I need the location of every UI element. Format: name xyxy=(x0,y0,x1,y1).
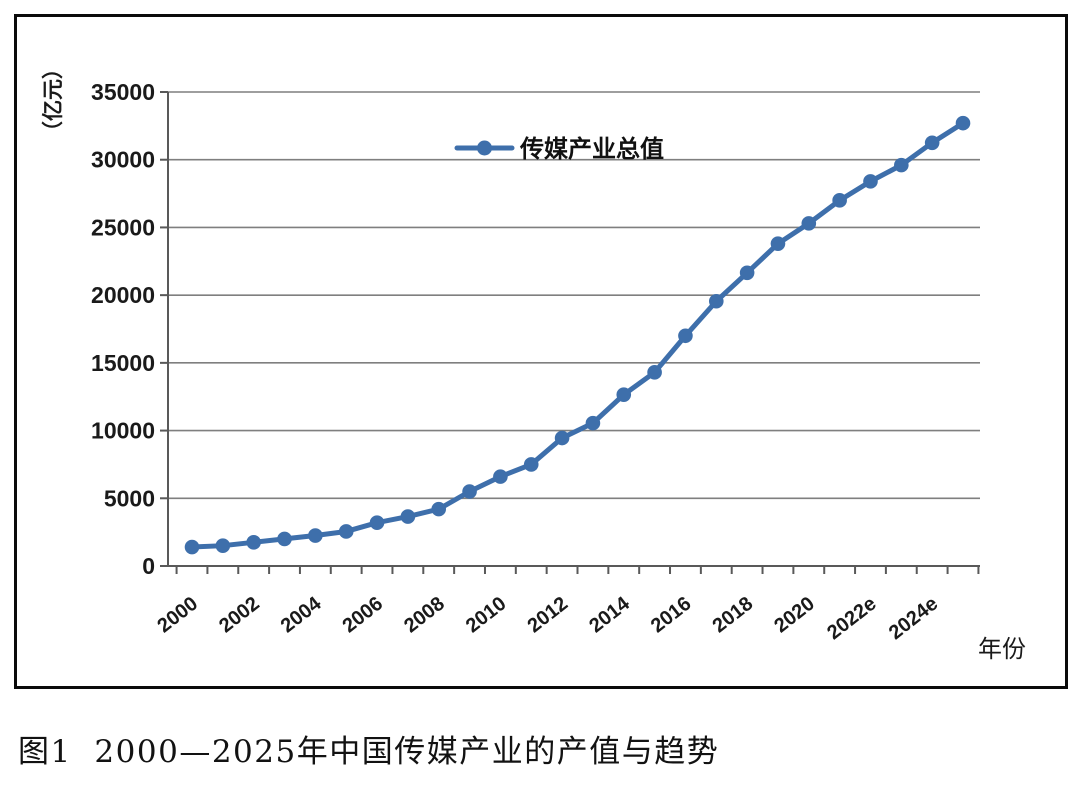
data-point xyxy=(894,157,909,173)
data-point xyxy=(308,528,323,543)
x-axis-title: 年份 xyxy=(978,635,1026,663)
x-tick-label: 2018 xyxy=(709,593,758,638)
series-line xyxy=(189,120,966,550)
data-point xyxy=(708,293,724,309)
figure-caption: 图1 2000—2025年中国传媒产业的产值与趋势 xyxy=(18,734,720,770)
data-point xyxy=(338,524,354,539)
x-tick-label: 2022e xyxy=(823,593,880,645)
data-point xyxy=(523,457,539,472)
data-point xyxy=(400,509,416,524)
x-tick-label: 2008 xyxy=(400,593,449,638)
x-tick-label: 2004 xyxy=(277,592,326,637)
x-tick-label: 2024e xyxy=(885,593,942,645)
data-point xyxy=(215,538,231,553)
data-point xyxy=(832,193,847,208)
legend-marker xyxy=(477,140,492,156)
y-tick-label: 25000 xyxy=(91,214,155,240)
data-point xyxy=(277,531,292,547)
y-tick-label: 0 xyxy=(142,553,155,579)
data-point xyxy=(647,365,662,380)
data-point xyxy=(739,265,755,281)
data-point xyxy=(585,415,601,431)
data-point xyxy=(924,135,940,151)
y-tick-label: 20000 xyxy=(91,282,155,308)
data-point xyxy=(770,236,786,251)
data-point xyxy=(678,328,693,344)
y-tick-label: 10000 xyxy=(91,418,155,444)
data-point xyxy=(246,535,261,550)
data-point xyxy=(431,501,447,517)
data-point xyxy=(369,515,385,530)
x-tick-label: 2010 xyxy=(462,593,511,638)
y-tick-label: 5000 xyxy=(104,485,155,511)
data-point xyxy=(801,216,817,231)
x-tick-label: 2002 xyxy=(215,593,264,638)
y-tick-label: 15000 xyxy=(91,350,155,376)
data-point xyxy=(462,484,477,499)
data-point xyxy=(184,539,200,555)
y-tick-label: 30000 xyxy=(91,147,155,173)
x-tick-label: 2020 xyxy=(770,593,819,638)
x-tick-label: 2012 xyxy=(524,593,573,638)
x-tick-label: 2016 xyxy=(647,593,696,638)
y-axis-unit-label: （亿元） xyxy=(40,58,65,142)
data-point xyxy=(616,387,632,402)
legend-label: 传媒产业总值 xyxy=(519,134,664,163)
x-tick-label: 2014 xyxy=(585,592,634,637)
y-tick-label: 35000 xyxy=(91,79,155,105)
data-point xyxy=(493,469,508,484)
x-tick-label: 2006 xyxy=(339,593,388,638)
x-tick-label: 2000 xyxy=(153,593,202,638)
figure-border xyxy=(14,14,1068,689)
data-point xyxy=(554,430,570,446)
data-point xyxy=(863,174,878,189)
data-point xyxy=(955,115,971,131)
